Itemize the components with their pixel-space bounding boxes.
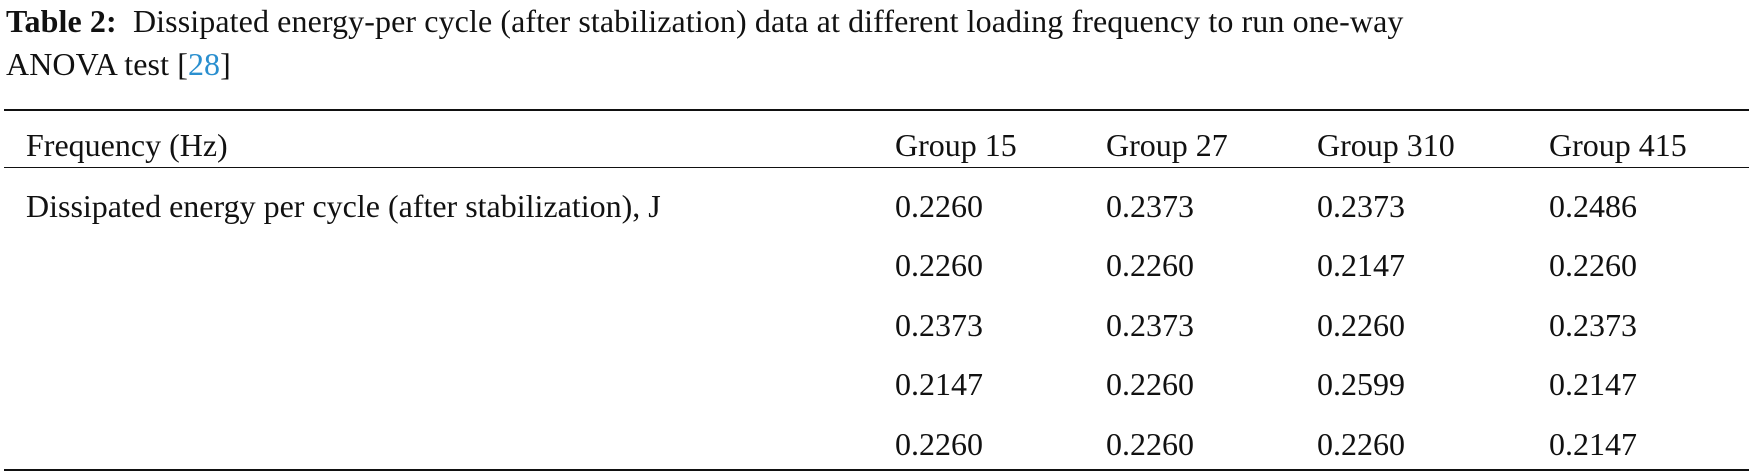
table-cell: 0.2147 [1317, 247, 1405, 283]
table-cell: 0.2260 [1317, 426, 1405, 462]
table-cell: 0.2260 [895, 426, 983, 462]
header-group-415: Group 415 [1549, 127, 1687, 163]
table-cell: 0.2260 [895, 247, 983, 283]
header-group-27: Group 27 [1106, 127, 1228, 163]
table-cell: 0.2373 [895, 307, 983, 343]
header-frequency: Frequency (Hz) [26, 127, 228, 163]
table-cell: 0.2147 [895, 366, 983, 402]
table-bottom-rule [4, 469, 1749, 471]
table-cell: 0.2373 [1106, 188, 1194, 224]
caption-text-continued: ANOVA test [ [6, 46, 188, 82]
table-cell: 0.2260 [895, 188, 983, 224]
table-cell: 0.2373 [1317, 188, 1405, 224]
table-cell: 0.2260 [1106, 366, 1194, 402]
table-cell: 0.2486 [1549, 188, 1637, 224]
row-label: Dissipated energy per cycle (after stabi… [26, 188, 661, 224]
table-cell: 0.2147 [1549, 426, 1637, 462]
table-header-rule [4, 167, 1749, 168]
table-cell: 0.2599 [1317, 366, 1405, 402]
table-cell: 0.2260 [1549, 247, 1637, 283]
header-group-310: Group 310 [1317, 127, 1455, 163]
table-cell: 0.2373 [1106, 307, 1194, 343]
table-cell: 0.2260 [1317, 307, 1405, 343]
table-cell: 0.2147 [1549, 366, 1637, 402]
caption-label: Table 2: [6, 3, 117, 39]
header-group-15: Group 15 [895, 127, 1017, 163]
caption-text-end: ] [220, 46, 231, 82]
citation-link[interactable]: 28 [187, 46, 221, 82]
table-top-rule [4, 109, 1749, 111]
table-caption: Table 2: Dissipated energy-per cycle (af… [6, 0, 1746, 86]
caption-text: Dissipated energy-per cycle (after stabi… [132, 3, 1404, 39]
table-cell: 0.2373 [1549, 307, 1637, 343]
table-cell: 0.2260 [1106, 426, 1194, 462]
table-cell: 0.2260 [1106, 247, 1194, 283]
